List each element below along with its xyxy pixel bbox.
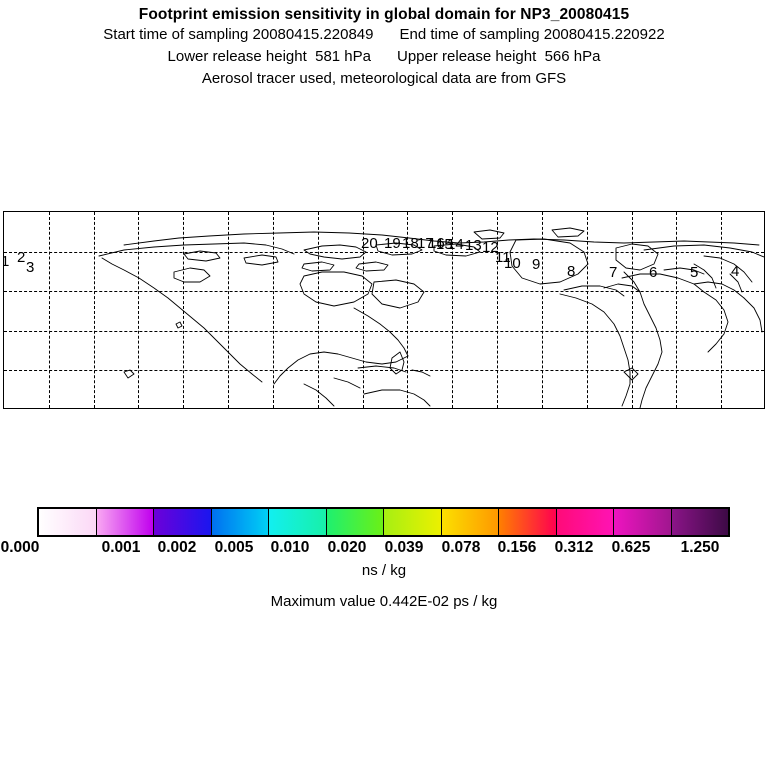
colorbar-segment (154, 509, 212, 535)
trajectory-number-label: 16 (428, 235, 445, 252)
map-canvas: 1232019181716151413121110987654 (4, 212, 764, 408)
map-meridian-gridline (676, 212, 677, 408)
map-parallel-gridline (4, 291, 764, 292)
map-meridian-gridline (587, 212, 588, 408)
map-parallel-gridline (4, 252, 764, 253)
colorbar-segment (384, 509, 442, 535)
colorbar-segment (39, 509, 97, 535)
colorbar-tick-label: 0.010 (270, 539, 310, 556)
trajectory-number-label: 13 (465, 237, 482, 254)
trajectory-number-label: 5 (690, 264, 699, 281)
trajectory-number-label: 17 (417, 235, 434, 252)
chart-header: Footprint emission sensitivity in global… (0, 0, 768, 90)
trajectory-number-label: 7 (609, 264, 618, 281)
trajectory-number-label: 20 (361, 235, 378, 252)
maximum-value-label: Maximum value 0.442E-02 ps / kg (270, 593, 498, 610)
trajectory-number-label: 19 (384, 235, 401, 252)
map-meridian-gridline (407, 212, 408, 408)
colorbar-segment (269, 509, 327, 535)
map-frame: 1232019181716151413121110987654 (3, 211, 765, 409)
release-height-line: Lower release height 581 hPa Upper releas… (0, 46, 768, 68)
colorbar-tick-label: 0.000 (0, 539, 40, 556)
end-time-label: End time of sampling 20080415.220922 (399, 26, 665, 43)
sampling-time-line: Start time of sampling 20080415.220849 En… (0, 24, 768, 46)
trajectory-number-label: 11 (495, 249, 511, 266)
colorbar-tick-label: 0.020 (327, 539, 367, 556)
trajectory-number-label: 15 (436, 236, 453, 253)
page-title: Footprint emission sensitivity in global… (138, 6, 630, 23)
colorbar-segment (556, 509, 614, 535)
colorbar-tick-label: 0.039 (384, 539, 424, 556)
trajectory-number-label: 10 (504, 255, 521, 272)
map-meridian-gridline (632, 212, 633, 408)
colorbar-tick-label: 0.625 (611, 539, 651, 556)
colorbar-segment (614, 509, 672, 535)
colorbar-segment (211, 509, 269, 535)
map-meridian-gridline (273, 212, 274, 408)
map-meridian-gridline (363, 212, 364, 408)
map-meridian-gridline (228, 212, 229, 408)
start-time-label: Start time of sampling 20080415.220849 (103, 26, 374, 43)
colorbar-tick-label: 1.250 (680, 539, 720, 556)
trajectory-number-label: 4 (731, 263, 740, 280)
map-meridian-gridline (138, 212, 139, 408)
map-panel: 1232019181716151413121110987654 (3, 211, 765, 409)
map-meridian-gridline (49, 212, 50, 408)
coastline-overlay (98, 227, 764, 408)
colorbar-tick-label: 0.156 (497, 539, 537, 556)
trajectory-number-label: 18 (402, 235, 419, 252)
trajectory-number-label: 6 (649, 264, 658, 281)
trajectory-number-label: 12 (482, 239, 499, 256)
lower-release-label: Lower release height 581 hPa (167, 48, 371, 65)
map-parallel-gridline (4, 370, 764, 371)
colorbar-segment (671, 509, 728, 535)
map-meridian-gridline (183, 212, 184, 408)
colorbar-segment (326, 509, 384, 535)
colorbar-tick-label: 0.078 (441, 539, 481, 556)
trajectory-number-label: 1 (4, 254, 9, 269)
trajectory-number-label: 9 (532, 256, 541, 273)
map-meridian-gridline (497, 212, 498, 408)
trajectory-number-label: 8 (567, 263, 576, 280)
map-meridian-gridline (94, 212, 95, 408)
trajectory-number-label: 14 (447, 236, 464, 253)
colorbar-unit-label: ns / kg (361, 562, 407, 579)
map-meridian-gridline (318, 212, 319, 408)
colorbar-tick-label: 0.312 (554, 539, 594, 556)
map-meridian-gridline (721, 212, 722, 408)
map-meridian-gridline (452, 212, 453, 408)
colorbar-gradient-strip (37, 507, 730, 537)
colorbar-segment (499, 509, 557, 535)
colorbar-tick-label: 0.005 (214, 539, 254, 556)
map-meridian-gridline (542, 212, 543, 408)
colorbar-tick-label: 0.002 (157, 539, 197, 556)
colorbar-segment (96, 509, 154, 535)
map-parallel-gridline (4, 331, 764, 332)
trajectory-number-label: 3 (26, 259, 35, 276)
tracer-label: Aerosol tracer used, meteorological data… (201, 70, 567, 87)
colorbar-tick-labels: 0.000 0.001 0.002 0.005 0.010 0.020 0.039 0.078… (0, 539, 768, 559)
colorbar-tick-label: 0.001 (101, 539, 141, 556)
colorbar (37, 507, 730, 537)
colorbar-segment (441, 509, 499, 535)
upper-release-label: Upper release height 566 hPa (397, 48, 601, 65)
trajectory-number-label: 2 (17, 249, 26, 266)
